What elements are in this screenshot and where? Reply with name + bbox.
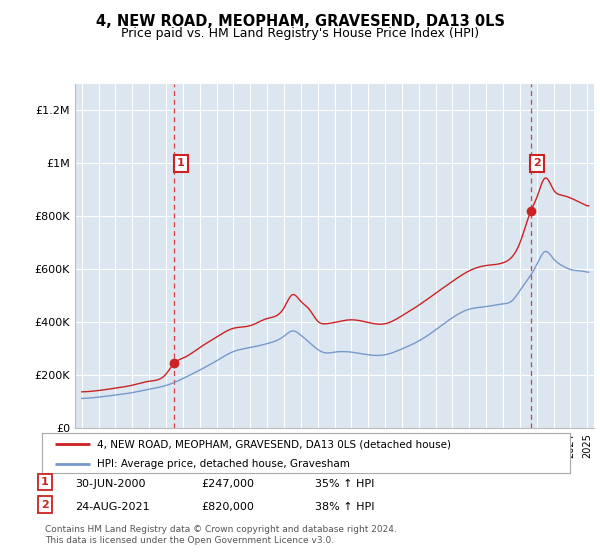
Text: 2: 2 <box>41 500 49 510</box>
Text: 30-JUN-2000: 30-JUN-2000 <box>75 479 146 489</box>
Text: 1: 1 <box>41 477 49 487</box>
Text: £247,000: £247,000 <box>201 479 254 489</box>
Text: Price paid vs. HM Land Registry's House Price Index (HPI): Price paid vs. HM Land Registry's House … <box>121 27 479 40</box>
Text: HPI: Average price, detached house, Gravesham: HPI: Average price, detached house, Grav… <box>97 459 350 469</box>
Text: 24-AUG-2021: 24-AUG-2021 <box>75 502 149 512</box>
Text: 35% ↑ HPI: 35% ↑ HPI <box>315 479 374 489</box>
Text: £820,000: £820,000 <box>201 502 254 512</box>
Text: 1: 1 <box>177 158 185 169</box>
Text: 4, NEW ROAD, MEOPHAM, GRAVESEND, DA13 0LS (detached house): 4, NEW ROAD, MEOPHAM, GRAVESEND, DA13 0L… <box>97 439 451 449</box>
Text: 4, NEW ROAD, MEOPHAM, GRAVESEND, DA13 0LS: 4, NEW ROAD, MEOPHAM, GRAVESEND, DA13 0L… <box>95 14 505 29</box>
Text: 38% ↑ HPI: 38% ↑ HPI <box>315 502 374 512</box>
Text: 2: 2 <box>533 158 541 169</box>
Text: Contains HM Land Registry data © Crown copyright and database right 2024.
This d: Contains HM Land Registry data © Crown c… <box>45 525 397 545</box>
